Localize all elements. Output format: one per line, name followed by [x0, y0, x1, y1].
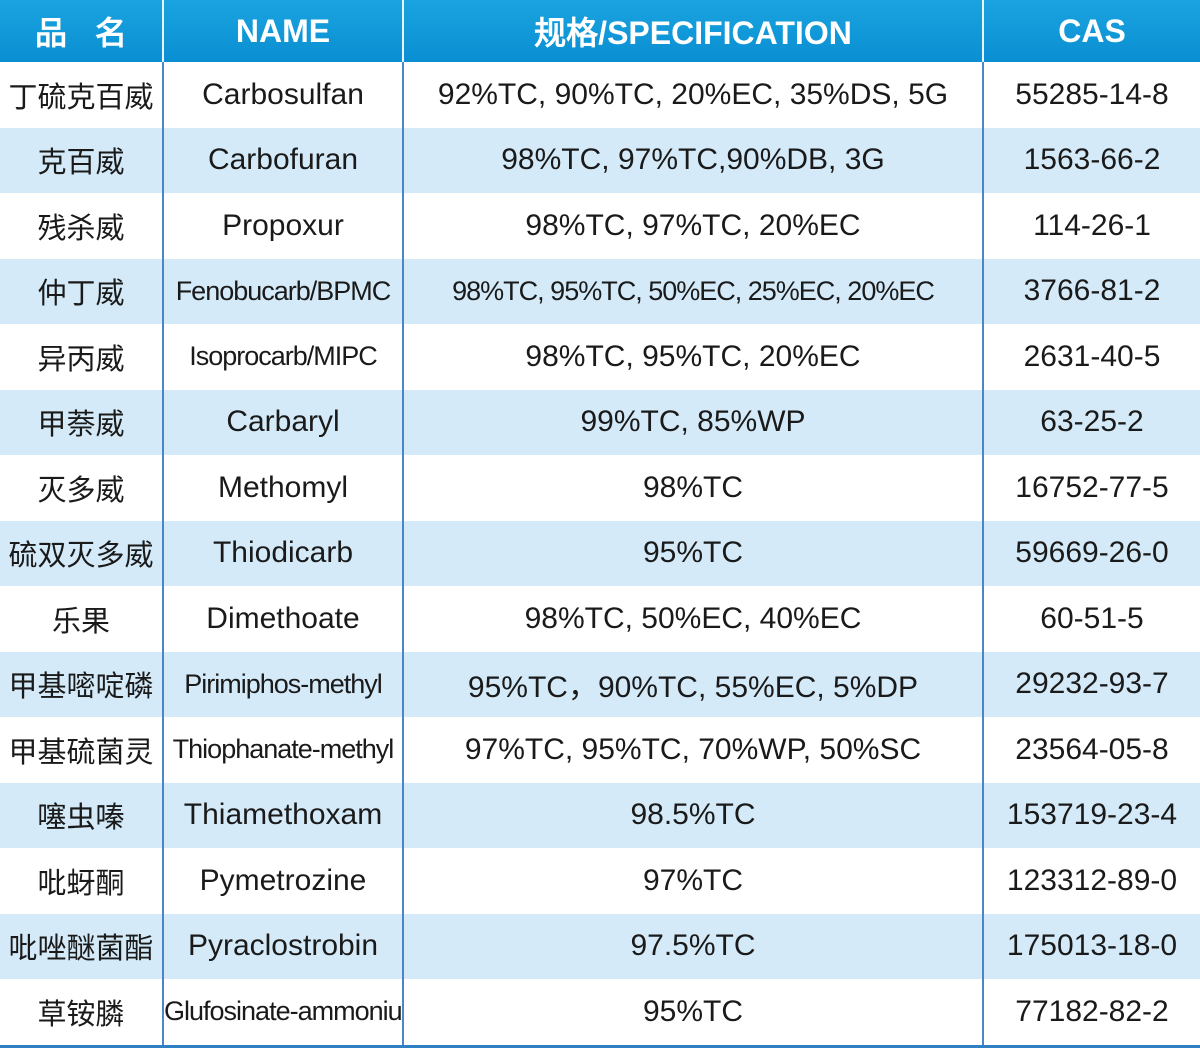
cell-cas: 23564-05-8: [982, 717, 1200, 783]
cell-specification: 98.5%TC: [402, 782, 983, 848]
table-row: 仲丁威 Fenobucarb/BPMC 98%TC, 95%TC, 50%EC, 2…: [0, 258, 1200, 324]
cell-product-name-cn: 乐果: [51, 605, 110, 638]
table-row: 甲基嘧啶磷 Pirimiphos-methyl 95%TC，90%TC, 55%EC…: [0, 651, 1200, 717]
cell-name: Thiamethoxam: [162, 782, 403, 848]
cell-name: Propoxur: [162, 193, 403, 259]
cell-name: Carbosulfan: [162, 62, 403, 128]
table-row: 丁硫克百威 Carbosulfan 92%TC, 90%TC, 20%EC, 35%…: [0, 62, 1200, 128]
cell-specification: 97.5%TC: [402, 913, 983, 979]
cell-name: Fenobucarb/BPMC: [162, 258, 403, 324]
cell-product-name-cn: 吡唑醚菌酯: [0, 913, 163, 979]
cell-specification: 98%TC, 95%TC, 20%EC: [402, 324, 983, 390]
header-product-name-cn: 品名: [0, 0, 163, 62]
cell-specification: 97%TC, 95%TC, 70%WP, 50%SC: [402, 717, 983, 783]
cell-name: Methomyl: [162, 455, 403, 521]
cell-product-name-cn: 硫双灭多威: [0, 520, 163, 586]
cell-cas: 2631-40-5: [982, 324, 1200, 390]
header-name: NAME: [162, 0, 403, 62]
cell-product-name-cn: 灭多威: [37, 474, 125, 507]
table-row: 甲基硫菌灵 Thiophanate-methyl 97%TC, 95%TC, 70%…: [0, 717, 1200, 783]
cell-product-name-cn: 克百威: [0, 127, 163, 193]
cell-product-name-cn: 仲丁威: [0, 258, 163, 324]
cell-name: Isoprocarb/MIPC: [162, 324, 403, 390]
cell-specification: 98%TC: [402, 455, 983, 521]
cell-product-name-cn: 噻虫嗪: [0, 782, 163, 848]
cell-cas: 16752-77-5: [982, 455, 1200, 521]
cell-specification: 95%TC: [402, 979, 983, 1046]
header-cas: CAS: [982, 0, 1200, 62]
table-row: 异丙威 Isoprocarb/MIPC 98%TC, 95%TC, 20%EC 263…: [0, 324, 1200, 390]
cell-specification: 98%TC, 97%TC,90%DB, 3G: [402, 127, 983, 193]
header-row: 品名 NAME 规格/SPECIFICATION CAS: [0, 0, 1200, 62]
cell-cas: 60-51-5: [982, 586, 1200, 652]
cell-cas: 153719-23-4: [982, 782, 1200, 848]
table-row: 克百威 Carbofuran 98%TC, 97%TC,90%DB, 3G 1563-…: [0, 127, 1200, 193]
cell-product-name-cn: 草铵膦: [37, 998, 125, 1031]
cell-cas: 29232-93-7: [982, 651, 1200, 717]
cell-specification: 99%TC, 85%WP: [402, 389, 983, 455]
cell-name: Carbaryl: [162, 389, 403, 455]
cell-name: Thiophanate-methyl: [162, 717, 403, 783]
cell-product-name-cn: 丁硫克百威: [8, 81, 154, 114]
table-row: 甲萘威 Carbaryl 99%TC, 85%WP 63-25-2: [0, 389, 1200, 455]
cell-product-name-cn: 残杀威: [37, 212, 125, 245]
cell-product-name-cn: 甲萘威: [0, 389, 163, 455]
table-row: 噻虫嗪 Thiamethoxam 98.5%TC 153719-23-4: [0, 782, 1200, 848]
cell-specification: 92%TC, 90%TC, 20%EC, 35%DS, 5G: [402, 62, 983, 128]
cell-cas: 55285-14-8: [982, 62, 1200, 128]
cell-cas: 59669-26-0: [982, 520, 1200, 586]
cell-cas: 175013-18-0: [982, 913, 1200, 979]
table-row: 灭多威 Methomyl 98%TC 16752-77-5: [0, 455, 1200, 521]
table-row: 硫双灭多威 Thiodicarb 95%TC 59669-26-0: [0, 520, 1200, 586]
cell-specification: 98%TC, 50%EC, 40%EC: [402, 586, 983, 652]
cell-name: Pirimiphos-methyl: [162, 651, 403, 717]
cell-name: Pymetrozine: [162, 848, 403, 914]
table-row: 吡蚜酮 Pymetrozine 97%TC 123312-89-0: [0, 848, 1200, 914]
cell-product-name-cn: 甲基硫菌灵: [8, 736, 154, 769]
table-row: 乐果 Dimethoate 98%TC, 50%EC, 40%EC 60-51-5: [0, 586, 1200, 652]
cell-name: Dimethoate: [162, 586, 403, 652]
cell-name: Pyraclostrobin: [162, 913, 403, 979]
cell-cas: 1563-66-2: [982, 127, 1200, 193]
header-specification: 规格/SPECIFICATION: [402, 0, 983, 62]
cell-name: Carbofuran: [162, 127, 403, 193]
cell-specification: 98%TC, 97%TC, 20%EC: [402, 193, 983, 259]
table-row: 残杀威 Propoxur 98%TC, 97%TC, 20%EC 114-26-1: [0, 193, 1200, 259]
cell-specification: 95%TC，90%TC, 55%EC, 5%DP: [402, 651, 983, 717]
cell-product-name-cn: 异丙威: [37, 343, 125, 376]
cell-product-name-cn: 甲基嘧啶磷: [0, 651, 163, 717]
cell-specification: 98%TC, 95%TC, 50%EC, 25%EC, 20%EC: [402, 258, 983, 324]
cell-cas: 114-26-1: [982, 193, 1200, 259]
cell-name: Thiodicarb: [162, 520, 403, 586]
cell-specification: 95%TC: [402, 520, 983, 586]
cell-cas: 3766-81-2: [982, 258, 1200, 324]
cell-cas: 123312-89-0: [982, 848, 1200, 914]
cell-product-name-cn: 吡蚜酮: [37, 867, 125, 900]
cell-cas: 63-25-2: [982, 389, 1200, 455]
cell-specification: 97%TC: [402, 848, 983, 914]
cell-cas: 77182-82-2: [982, 979, 1200, 1046]
cell-name: Glufosinate-ammonium: [162, 979, 403, 1046]
table-row: 吡唑醚菌酯 Pyraclostrobin 97.5%TC 175013-18-0: [0, 913, 1200, 979]
table-row: 草铵膦 Glufosinate-ammonium 95%TC 77182-82-2: [0, 979, 1200, 1046]
